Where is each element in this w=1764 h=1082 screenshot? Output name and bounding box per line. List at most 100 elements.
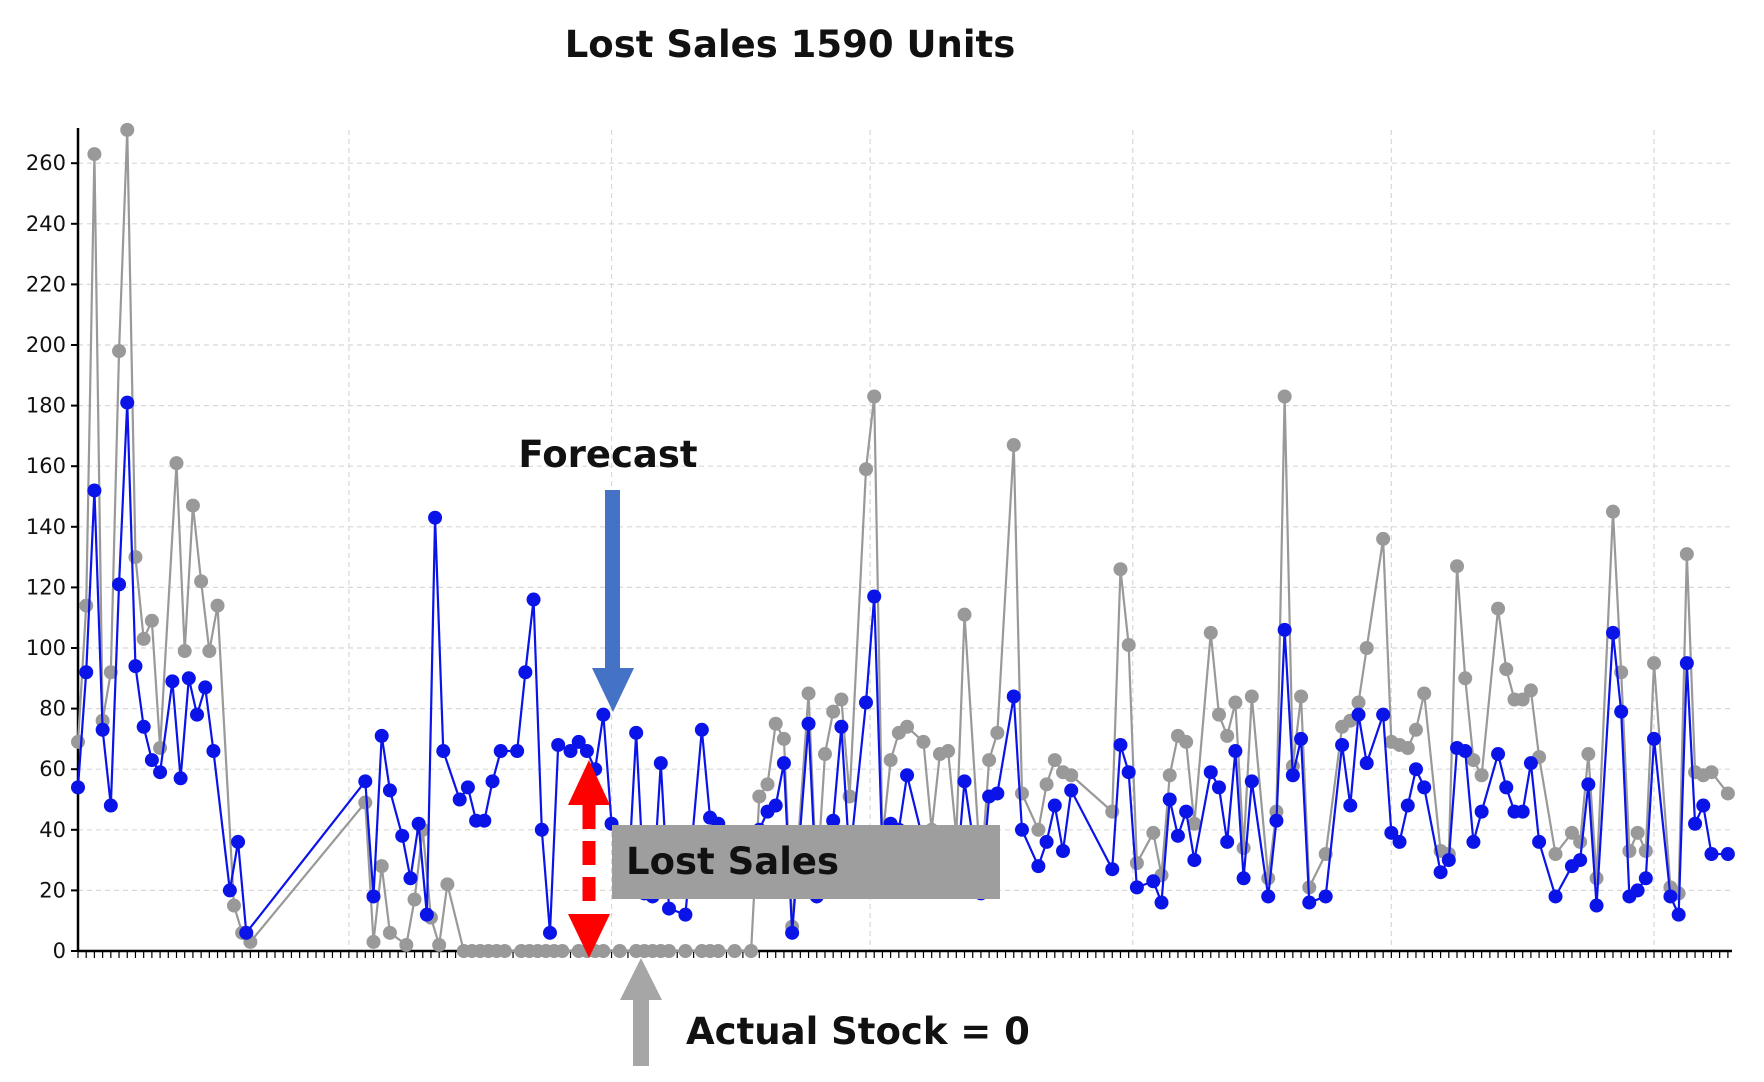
gray-series-point — [1589, 871, 1604, 886]
blue-series-point — [181, 671, 196, 686]
blue-series-point — [1499, 780, 1514, 795]
blue-series-point — [173, 771, 188, 786]
blue-series-point — [1671, 907, 1686, 922]
gray-series-point — [1499, 662, 1514, 677]
gray-series-point — [177, 644, 192, 659]
blue-series-point — [1105, 862, 1120, 877]
gray-series-point — [916, 734, 931, 749]
gray-series-point — [432, 937, 447, 952]
gray-series-point — [859, 462, 874, 477]
blue-series-point — [776, 756, 791, 771]
gray-series-point — [112, 344, 127, 359]
gray-series-point — [883, 753, 898, 768]
blue-series-point — [571, 734, 586, 749]
gray-series-point — [120, 122, 135, 137]
blue-series-point — [1466, 834, 1481, 849]
blue-series-point — [95, 722, 110, 737]
blue-series-point — [1277, 622, 1292, 637]
blue-series-point — [1630, 883, 1645, 898]
gray-series-point — [382, 925, 397, 940]
y-tick-label: 160 — [26, 454, 66, 478]
blue-series-point — [542, 925, 557, 940]
y-axis: 0 20 40 60 80 100 120 140 160 180 200 220 240 260 — [26, 128, 80, 963]
blue-series-point — [1400, 798, 1415, 813]
gray-series-point — [1376, 531, 1391, 546]
gray-series-point — [801, 686, 816, 701]
blue-series-point — [1294, 731, 1309, 746]
blue-series-point — [826, 813, 841, 828]
gray-series-point — [1704, 765, 1719, 780]
series-gray — [71, 122, 1735, 958]
blue-series-point — [1014, 822, 1029, 837]
blue-series-point — [900, 768, 915, 783]
blue-series-point — [1039, 834, 1054, 849]
gray-series-point — [1573, 834, 1588, 849]
gray-series-point — [817, 747, 832, 762]
y-tick-label: 60 — [39, 757, 66, 781]
gray-series-point — [727, 944, 742, 958]
gray-series-point — [202, 644, 217, 659]
blue-series-point — [1211, 780, 1226, 795]
y-tick-label: 0 — [53, 939, 66, 963]
blue-series-point — [1228, 744, 1243, 759]
blue-series-point — [551, 737, 566, 752]
gray-series-point — [1244, 689, 1259, 704]
blue-series-point — [1220, 834, 1235, 849]
blue-series-point — [493, 744, 508, 759]
blue-series-point — [526, 592, 541, 607]
gray-series-point — [1408, 722, 1423, 737]
gray-series-point — [226, 898, 241, 913]
gray-series-point — [1187, 816, 1202, 831]
gray-series-point — [144, 613, 159, 628]
y-tick-label: 140 — [26, 515, 66, 539]
gray-series-point — [1351, 695, 1366, 710]
gray-series-point — [1203, 625, 1218, 640]
gray-series-point — [1006, 437, 1021, 452]
gray-series-point — [744, 944, 759, 958]
blue-series-point — [1187, 853, 1202, 868]
blue-series-point — [563, 744, 578, 759]
gray-series-point — [1474, 768, 1489, 783]
blue-series-point — [834, 719, 849, 734]
blue-series-point — [1515, 804, 1530, 819]
blue-series-point — [366, 889, 381, 904]
forecast-arrow-icon — [592, 490, 634, 712]
gray-series-point — [1228, 695, 1243, 710]
gray-series-point — [194, 574, 209, 589]
gray-series-point — [440, 877, 455, 892]
chart-title: Lost Sales 1590 Units — [565, 23, 1016, 66]
blue-series-point — [1384, 825, 1399, 840]
blue-series-point — [629, 725, 644, 740]
y-tick-label: 200 — [26, 333, 66, 357]
gray-series-point — [826, 704, 841, 719]
blue-series-point — [239, 925, 254, 940]
lost-sales-double-arrow-icon — [568, 760, 610, 958]
gray-series-point — [662, 944, 677, 958]
blue-series-point — [358, 774, 373, 789]
gray-series-point — [79, 598, 94, 613]
gray-series-point — [103, 665, 118, 680]
blue-series-point — [653, 756, 668, 771]
blue-series-point — [1679, 656, 1694, 671]
blue-series-point — [1121, 765, 1136, 780]
gray-series-point — [1400, 740, 1415, 755]
blue-series-point — [120, 395, 135, 410]
blue-series-point — [1532, 834, 1547, 849]
blue-series-point — [1614, 704, 1629, 719]
gray-series-point — [407, 892, 422, 907]
blue-series-point — [1203, 765, 1218, 780]
gray-series-point — [71, 734, 85, 749]
gray-series-point — [1647, 656, 1662, 671]
blue-series-point — [87, 483, 102, 498]
gray-series-point — [87, 147, 102, 162]
gray-series-point — [1121, 637, 1136, 652]
blue-series-point — [1548, 889, 1563, 904]
blue-series-point — [1056, 844, 1071, 859]
blue-series-point — [222, 883, 237, 898]
gray-series-point — [210, 598, 225, 613]
forecast-label: Forecast — [518, 433, 697, 476]
y-tick-label: 120 — [26, 575, 66, 599]
gray-series-point — [136, 631, 151, 646]
blue-series-point — [1605, 625, 1620, 640]
